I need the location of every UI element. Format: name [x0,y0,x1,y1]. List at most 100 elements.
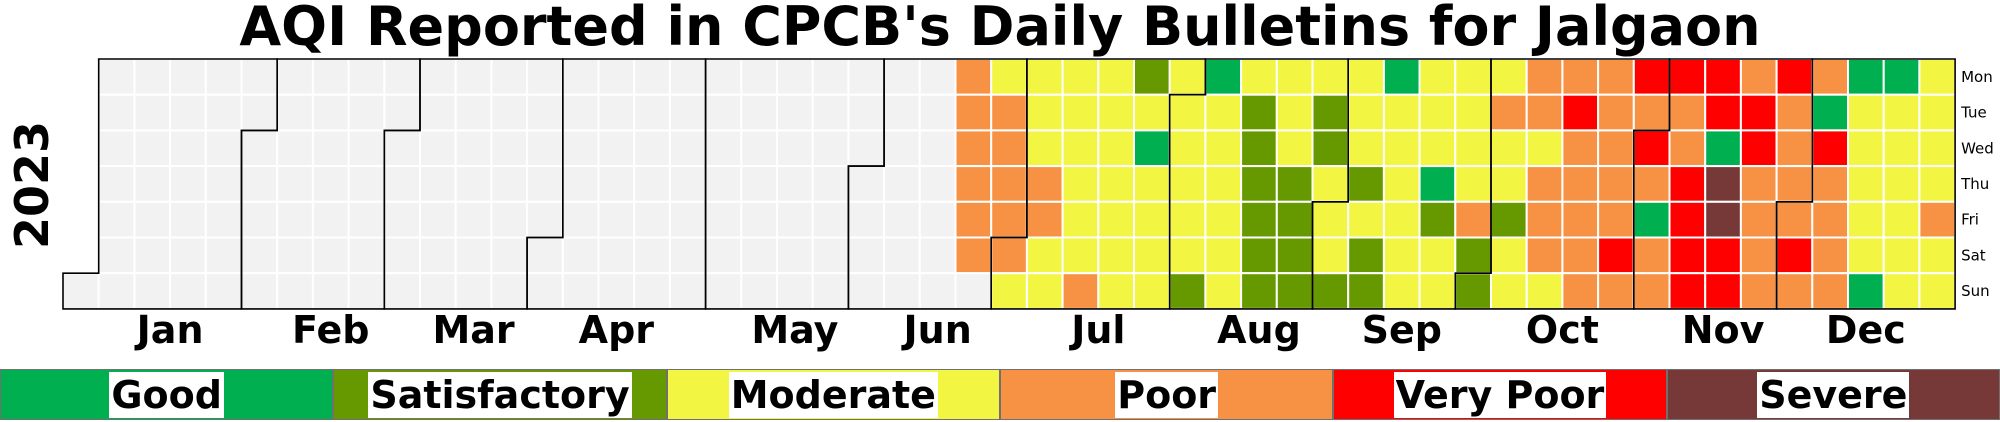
day-cell [347,200,386,239]
year-label: 2023 [5,121,59,249]
day-cell [526,236,564,275]
day-cell [597,93,636,132]
day-cell [490,200,529,239]
day-cell [1204,200,1243,239]
day-cell [204,236,243,275]
day-cell [204,200,243,239]
day-cell [1311,129,1350,168]
day-cell [97,200,136,239]
day-cell [1454,272,1493,310]
day-cell [847,200,886,239]
day-cell [1918,129,1957,168]
day-cell [1168,58,1207,96]
day-cell [811,129,850,168]
day-cell [1168,93,1207,132]
day-cell [311,58,350,96]
day-cell [204,93,243,132]
day-cell [561,272,600,310]
day-cell [954,165,993,203]
day-cell [1168,129,1207,168]
calendar-labels: Jan Feb Mar Apr May Jun Jul Aug Sep Oct Nov Dec Mon T… [5,68,1994,352]
day-cell [347,93,386,132]
day-cell [1275,200,1314,239]
day-cell [1918,236,1957,275]
day-cell [454,93,493,132]
day-cell [1061,236,1100,275]
day-cell [883,236,921,275]
day-cell [1097,200,1136,239]
day-cell [1525,272,1564,310]
day-cell [1097,165,1136,203]
day-cell [526,165,564,203]
day-cell [419,129,457,168]
month-label-aug: Aug [1217,308,1301,352]
day-cell [1632,165,1671,203]
day-cell [1597,272,1635,310]
day-cell [526,200,564,239]
day-cell [918,129,957,168]
day-cell [883,200,921,239]
day-cell [1632,272,1671,310]
day-cell [133,129,172,168]
day-cell [811,58,850,96]
day-cell [97,129,136,168]
day-cell [633,165,671,203]
day-cell [1454,129,1493,168]
day-cell [490,93,529,132]
day-cell [311,93,350,132]
day-cell [561,165,600,203]
day-cell [1454,165,1493,203]
day-cell [1525,236,1564,275]
day-cell [1382,272,1421,310]
day-cell [847,58,886,96]
weekday-label-sat: Sat [1961,246,1986,264]
day-cell [1204,272,1243,310]
day-cell [776,236,814,275]
day-cell [97,93,136,132]
weekday-label-thu: Thu [1960,175,1989,193]
legend-label: Poor [1115,371,1219,418]
day-cell [990,236,1028,275]
day-cell [419,236,457,275]
day-cell [1490,272,1528,310]
day-cell [1525,200,1564,239]
day-cell [169,93,207,132]
legend-item-severe: Severe [1666,369,2000,420]
day-cell [1454,236,1493,275]
day-cell [1847,93,1885,132]
weekday-label-wed: Wed [1961,139,1994,157]
day-cell [1382,200,1421,239]
day-cell [1597,58,1635,96]
day-cell [276,58,314,96]
day-cell [1025,129,1064,168]
day-cell [419,272,457,310]
day-cell [990,58,1028,96]
day-cell [811,272,850,310]
day-cell [1025,272,1064,310]
day-cell [240,93,279,132]
day-cell [1704,272,1742,310]
month-label-may: May [751,308,838,352]
day-cell [1347,165,1385,203]
day-cell [954,93,993,132]
day-cell [1775,236,1814,275]
day-cell [1739,129,1778,168]
day-cell [62,272,100,310]
day-cell [704,58,743,96]
day-cell [954,236,993,275]
month-label-nov: Nov [1682,308,1765,352]
legend-label: Good [109,371,224,418]
day-cell [419,58,457,96]
day-cell [526,58,564,96]
day-cell [490,236,529,275]
day-cell [1347,93,1385,132]
day-cell [383,165,421,203]
day-cell [1240,93,1278,132]
day-cell [1811,236,1850,275]
day-cell [1133,200,1171,239]
day-cell [276,93,314,132]
day-cell [1597,93,1635,132]
day-cell [1597,236,1635,275]
day-cell [133,93,172,132]
day-cell [847,236,886,275]
